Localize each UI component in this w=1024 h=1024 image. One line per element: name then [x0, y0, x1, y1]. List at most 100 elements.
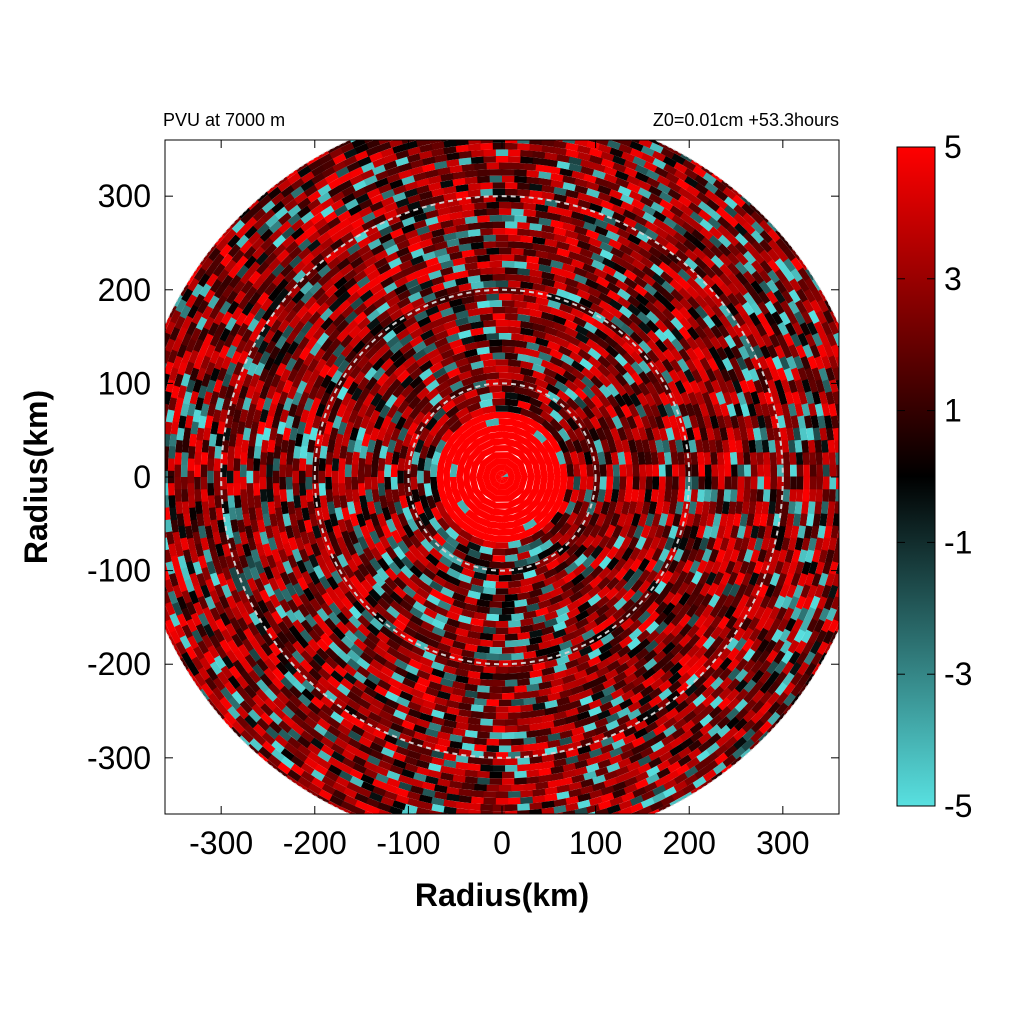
field-cell [422, 433, 435, 449]
field-cell [549, 438, 562, 453]
field-cell [554, 380, 569, 393]
field-cell [357, 563, 370, 578]
field-cell [365, 145, 380, 157]
field-cell [280, 646, 294, 661]
field-cell [660, 280, 675, 294]
field-cell [221, 373, 232, 388]
field-cell [668, 524, 679, 540]
field-cell [383, 652, 398, 665]
field-cell [386, 770, 401, 781]
field-cell [306, 239, 321, 253]
field-cell [358, 457, 366, 472]
field-cell [170, 421, 179, 435]
field-cell [730, 414, 740, 429]
field-cell [269, 594, 281, 609]
field-cell [692, 536, 703, 551]
field-cell [406, 518, 419, 533]
field-cell [705, 426, 715, 441]
field-cell [452, 548, 468, 561]
field-cell [631, 266, 646, 280]
field-cell [252, 334, 265, 349]
field-cell [187, 470, 195, 484]
field-cell [525, 301, 540, 311]
field-cell [341, 547, 353, 563]
field-cell [547, 644, 562, 655]
field-cell [585, 229, 600, 240]
field-cell [674, 559, 687, 574]
field-cell [301, 679, 316, 693]
field-cell [213, 311, 225, 326]
field-cell [464, 769, 479, 778]
field-cell [553, 798, 568, 807]
field-cell [651, 512, 662, 527]
field-cell [412, 172, 427, 182]
field-cell [412, 348, 427, 362]
field-cell [372, 778, 387, 790]
field-cell [287, 439, 296, 454]
field-cell [544, 659, 559, 669]
field-cell [180, 403, 190, 418]
field-cell [425, 387, 440, 402]
field-cell [549, 417, 564, 432]
field-cell [715, 346, 728, 361]
field-cell [363, 646, 378, 659]
field-cell [346, 558, 359, 574]
field-cell [672, 512, 682, 527]
field-cell [746, 560, 757, 575]
field-cell [522, 163, 537, 171]
field-cell [510, 162, 524, 170]
field-cell [442, 501, 455, 516]
field-cell [628, 618, 643, 633]
field-cell [268, 228, 283, 243]
field-cell [299, 311, 313, 326]
field-cell [358, 387, 371, 402]
field-cell [310, 687, 325, 702]
field-cell [597, 184, 612, 196]
field-cell [335, 319, 350, 334]
field-cell [423, 483, 433, 498]
field-cell [363, 174, 378, 187]
field-cell [364, 376, 378, 391]
field-cell [492, 273, 506, 281]
field-cell [468, 809, 482, 814]
field-cell [670, 642, 684, 657]
field-cell [275, 362, 287, 377]
field-cell [405, 321, 421, 334]
field-cell [370, 477, 379, 491]
field-cell [713, 571, 725, 586]
field-cell [634, 778, 650, 790]
field-cell [299, 659, 314, 674]
field-cell [650, 740, 665, 753]
field-cell [718, 625, 732, 640]
field-cell [733, 536, 744, 551]
field-cell [703, 488, 712, 502]
field-cell [464, 176, 478, 185]
field-cell [667, 188, 682, 201]
field-cell [633, 665, 648, 679]
field-cell [636, 311, 651, 325]
field-cell [734, 571, 746, 586]
field-cell [430, 188, 445, 198]
field-cell [297, 603, 310, 618]
field-cell [606, 393, 619, 408]
field-cell [365, 797, 381, 809]
field-cell [538, 591, 553, 603]
field-cell [715, 439, 724, 453]
field-cell [763, 311, 776, 326]
field-cell [495, 319, 509, 327]
field-cell [822, 476, 830, 490]
field-cell [678, 536, 689, 551]
field-cell [673, 391, 685, 406]
field-cell [469, 477, 479, 492]
field-cell [724, 379, 736, 394]
field-cell [451, 304, 466, 314]
field-cell [446, 575, 462, 587]
field-cell [661, 581, 675, 596]
field-cell [549, 521, 564, 536]
field-cell [288, 625, 302, 640]
field-cell [195, 439, 203, 454]
field-cell [786, 427, 795, 441]
field-cell [399, 599, 414, 613]
field-cell [282, 397, 294, 412]
field-cell [311, 623, 326, 638]
